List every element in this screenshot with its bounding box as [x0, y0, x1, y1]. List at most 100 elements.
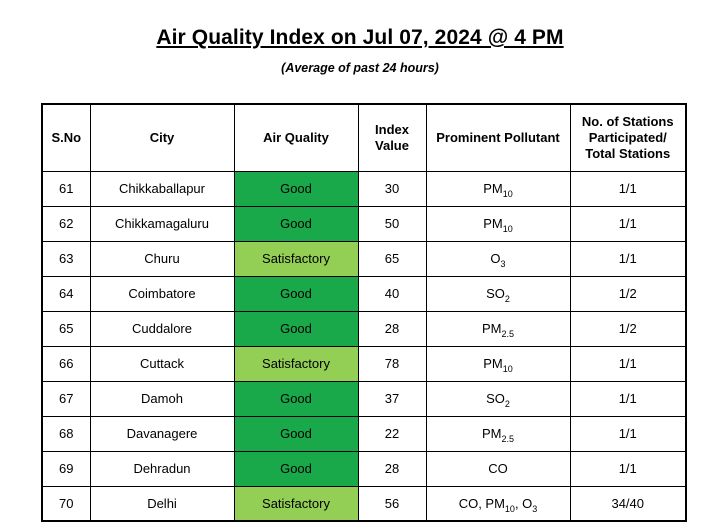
cell-index-value: 37 — [357, 380, 427, 417]
table-row: 67 Damoh Good 37 SO2 1/1 — [41, 380, 687, 417]
pollutant-subscript: 10 — [502, 364, 513, 374]
cell-city: Delhi — [89, 485, 235, 522]
header-index-value-line1: Index — [375, 121, 409, 137]
cell-sno: 62 — [41, 205, 91, 242]
header-stations-line3: Total Stations — [585, 145, 671, 161]
pollutant-text: CO — [488, 461, 508, 476]
cell-index-value: 65 — [357, 240, 427, 277]
header-prominent-pollutant: Prominent Pollutant — [425, 103, 571, 172]
cell-city: Chikkaballapur — [89, 170, 235, 207]
pollutant-subscript: 2 — [504, 399, 510, 409]
cell-stations: 34/40 — [569, 485, 687, 522]
cell-index-value: 40 — [357, 275, 427, 312]
table-row: 68 Davanagere Good 22 PM2.5 1/1 — [41, 415, 687, 452]
cell-prominent-pollutant: PM2.5 — [425, 415, 571, 452]
cell-stations: 1/1 — [569, 240, 687, 277]
page-subtitle: (Average of past 24 hours) — [281, 61, 439, 75]
pollutant-text: SO — [486, 286, 505, 301]
cell-stations: 1/1 — [569, 205, 687, 242]
cell-air-quality: Good — [233, 170, 359, 207]
header-index-value-line2: Value — [375, 137, 409, 153]
cell-stations: 1/1 — [569, 380, 687, 417]
pollutant-subscript: 10 — [502, 189, 513, 199]
cell-prominent-pollutant: SO2 — [425, 380, 571, 417]
cell-air-quality: Good — [233, 380, 359, 417]
table-row: 62 Chikkamagaluru Good 50 PM10 1/1 — [41, 205, 687, 242]
header-air-quality: Air Quality — [233, 103, 359, 172]
cell-prominent-pollutant: PM10 — [425, 170, 571, 207]
cell-sno: 61 — [41, 170, 91, 207]
cell-sno: 68 — [41, 415, 91, 452]
pollutant-subscript: 10 — [502, 224, 513, 234]
cell-stations: 1/1 — [569, 170, 687, 207]
pollutant-subscript: 10 — [504, 503, 515, 514]
pollutant-subscript: 2 — [504, 294, 510, 304]
cell-stations: 1/1 — [569, 415, 687, 452]
cell-stations: 1/1 — [569, 450, 687, 487]
cell-prominent-pollutant: PM10 — [425, 205, 571, 242]
cell-city: Dehradun — [89, 450, 235, 487]
cell-index-value: 22 — [357, 415, 427, 452]
cell-air-quality: Good — [233, 450, 359, 487]
cell-air-quality: Good — [233, 275, 359, 312]
header-stations-line1: No. of Stations — [581, 113, 674, 129]
table-body: 61 Chikkaballapur Good 30 PM10 1/1 62 Chikkamag… — [41, 170, 687, 522]
cell-air-quality: Good — [233, 415, 359, 452]
pollutant-text: , O — [514, 495, 533, 511]
pollutant-text: PM — [483, 216, 503, 231]
table-row: 69 Dehradun Good 28 CO 1/1 — [41, 450, 687, 487]
cell-index-value: 28 — [357, 310, 427, 347]
pollutant-text: O — [490, 251, 501, 266]
cell-city: Churu — [89, 240, 235, 277]
header-stations-line2: Participated/ — [588, 129, 667, 145]
pollutant-text: PM — [483, 181, 503, 196]
cell-prominent-pollutant: SO2 — [425, 275, 571, 312]
cell-city: Davanagere — [89, 415, 235, 452]
cell-stations: 1/2 — [569, 310, 687, 347]
cell-air-quality: Good — [233, 205, 359, 242]
table-row: 66 Cuttack Satisfactory 78 PM10 1/1 — [41, 345, 687, 382]
cell-stations: 1/1 — [569, 345, 687, 382]
cell-air-quality: Satisfactory — [233, 345, 359, 382]
cell-city: Cuttack — [89, 345, 235, 382]
cell-sno: 69 — [41, 450, 91, 487]
cell-index-value: 56 — [357, 485, 427, 522]
pollutant-subscript: 2.5 — [501, 434, 514, 444]
cell-city: Chikkamagaluru — [89, 205, 235, 242]
pollutant-text: PM — [481, 426, 502, 441]
cell-sno: 64 — [41, 275, 91, 312]
table-row: 70 Delhi Satisfactory 56 CO, PM10, O3 34/40 — [41, 485, 687, 522]
cell-city: Coimbatore — [89, 275, 235, 312]
table-row: 64 Coimbatore Good 40 SO2 1/2 — [41, 275, 687, 312]
pollutant-text: SO — [486, 391, 505, 406]
cell-index-value: 30 — [357, 170, 427, 207]
cell-index-value: 50 — [357, 205, 427, 242]
table-row: 61 Chikkaballapur Good 30 PM10 1/1 — [41, 170, 687, 207]
cell-prominent-pollutant: PM2.5 — [425, 310, 571, 347]
cell-air-quality: Good — [233, 310, 359, 347]
pollutant-text: PM — [483, 356, 503, 371]
cell-sno: 66 — [41, 345, 91, 382]
header-stations: No. of Stations Participated/ Total Stat… — [569, 103, 687, 172]
cell-stations: 1/2 — [569, 275, 687, 312]
header-city: City — [89, 103, 235, 172]
pollutant-subscript: 3 — [500, 259, 506, 269]
cell-sno: 63 — [41, 240, 91, 277]
table-header-row: S.No City Air Quality Index Value Promin… — [41, 103, 687, 172]
cell-prominent-pollutant: CO, PM10, O3 — [425, 485, 571, 522]
cell-prominent-pollutant: PM10 — [425, 345, 571, 382]
table-row: 63 Churu Satisfactory 65 O3 1/1 — [41, 240, 687, 277]
cell-city: Damoh — [89, 380, 235, 417]
cell-prominent-pollutant: O3 — [425, 240, 571, 277]
pollutant-text: PM — [481, 321, 502, 336]
cell-prominent-pollutant: CO — [425, 450, 571, 487]
cell-city: Cuddalore — [89, 310, 235, 347]
cell-sno: 70 — [41, 485, 91, 522]
pollutant-subscript: 3 — [532, 503, 538, 514]
table-row: 65 Cuddalore Good 28 PM2.5 1/2 — [41, 310, 687, 347]
pollutant-text: CO, PM — [458, 495, 505, 511]
cell-air-quality: Satisfactory — [233, 485, 359, 522]
header-sno: S.No — [41, 103, 91, 172]
aqi-table: S.No City Air Quality Index Value Promin… — [41, 103, 687, 522]
cell-index-value: 78 — [357, 345, 427, 382]
